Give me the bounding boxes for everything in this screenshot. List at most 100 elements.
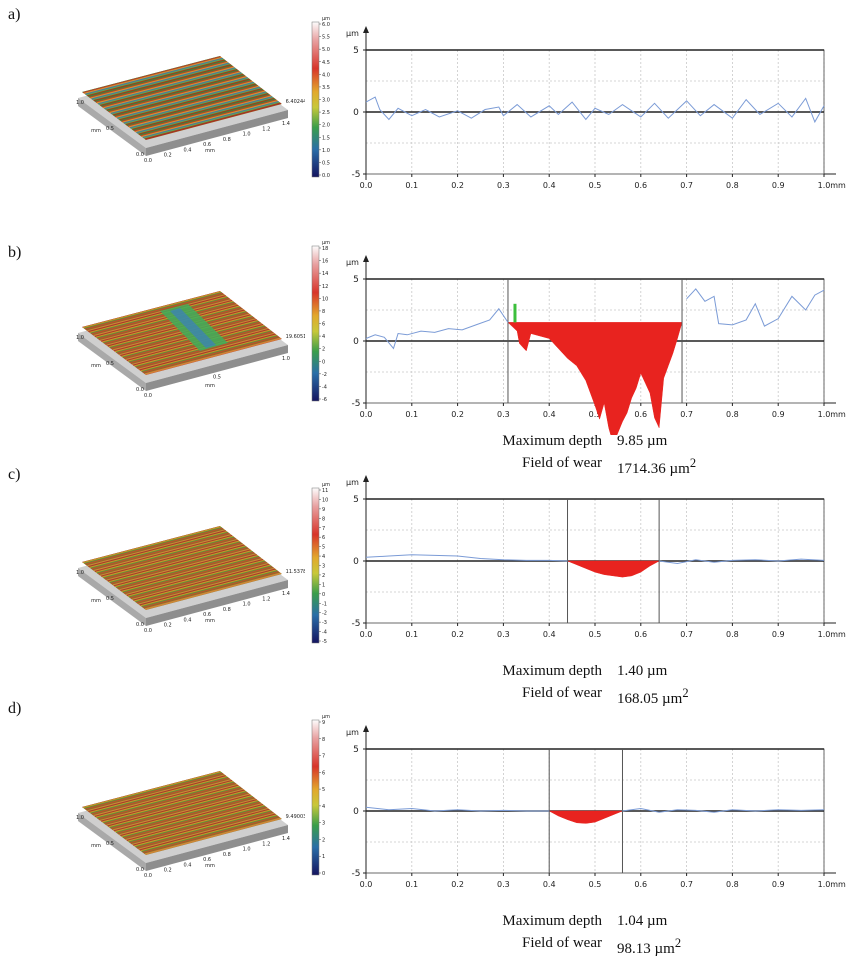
surface-x-unit: mm [205,383,215,389]
wear-stats: Maximum depth 1.40 µm Field of wear 168.05… [440,660,760,707]
profile-line [365,307,509,350]
x-tick-label: 1.0 [818,410,831,419]
colorbar-tick-label: 6 [322,770,325,776]
x-tick-label: 0.3 [497,181,510,190]
surface-side [146,825,288,871]
surface-y-tick-label: 0.5 [106,596,114,602]
colorbar-tick-label: 4 [322,554,325,560]
x-unit-label: mm [830,880,846,889]
max-depth-value: 1.04 µm [617,913,668,929]
surface-y-unit: mm [91,363,101,369]
colorbar-tick-label: 5 [322,787,325,793]
colorbar-tick-label: 4.0 [322,72,330,78]
x-tick-label: 0.7 [680,410,693,419]
wear-stats: Maximum depth 9.85 µm Field of wear 1714.3… [440,430,760,477]
surface-side [78,568,146,626]
x-tick-label: 0.5 [589,880,602,889]
wear-edge-marker [513,303,517,323]
surface-x-tick-label: 0.2 [164,868,172,874]
x-tick-label: 0.4 [543,181,556,190]
y-tick-label: -5 [352,170,361,180]
colorbar-tick-label: 10 [322,497,328,503]
colorbar-tick-label: 2.5 [322,110,330,116]
surface-y-tick-label: 0.0 [136,387,144,393]
colorbar-tick-label: -4 [322,384,327,390]
x-tick-label: 0.3 [497,630,510,639]
surface-x-tick-label: 0.6 [203,142,211,148]
x-unit-label: mm [830,630,846,639]
colorbar-tick-label: 0 [322,871,325,877]
profile-line [365,554,568,562]
y-axis-arrow [363,475,369,482]
surface-x-tick-label: 1.2 [262,596,270,602]
x-tick-label: 0.0 [360,630,373,639]
colorbar-gradient [311,487,320,644]
surface-x-tick-label: 0.0 [144,393,152,399]
x-tick-label: 0.8 [726,410,739,419]
colorbar-tick-label: 3 [322,821,325,827]
surface-x-tick-label: 0.0 [144,158,152,164]
colorbar-tick-label: 1.0 [322,148,330,154]
surface-x-tick-label: 0.5 [213,375,221,381]
x-tick-label: 0.4 [543,410,556,419]
colorbar-gradient [311,719,320,876]
surface-x-tick-label: 0.0 [144,873,152,879]
colorbar-tick-label: 6.0 [322,22,330,28]
y-tick-label: -5 [352,869,361,879]
profile-line [659,558,825,564]
colorbar-tick-label: 0 [322,359,325,365]
colorbar-tick-label: 5.0 [322,47,330,53]
colorbar-tick-label: -5 [322,639,327,645]
x-unit-label: mm [830,410,846,419]
colorbar-tick-label: 7 [322,754,325,760]
surface-y-tick-label: 0.5 [106,361,114,367]
surface-x-tick-label: 0.8 [223,607,231,613]
surface-x-tick-label: 0.6 [203,857,211,863]
field-of-wear-label: Field of wear [522,455,602,471]
colorbar-tick-label: 4 [322,334,325,340]
colorbar-tick-label: -3 [322,620,327,626]
profile-line [365,96,825,124]
colorbar-tick-label: 0.0 [322,173,330,179]
colorbar-tick-label: 18 [322,246,328,252]
colorbar-tick-label: 2.0 [322,123,330,129]
surface-z-max-label: 19.6051 [286,334,305,340]
colorbar-tick-label: 3.5 [322,85,330,91]
surface-x-tick-label: 0.4 [183,147,191,153]
colorbar-unit: µm [322,714,330,720]
surface-y-unit: mm [91,843,101,849]
profile-chart: µm 5 0 -50.0 0.1 0.2 0.3 0.4 0.5 0.6 0.7 0.8 0.9 1.0 m… [346,255,846,435]
x-tick-label: 0.1 [405,630,418,639]
colorbar-tick-label: -4 [322,630,327,636]
colorbar-tick-label: 6 [322,535,325,541]
x-tick-label: 0.8 [726,880,739,889]
y-axis-arrow [363,26,369,33]
colorbar-tick-label: 16 [322,259,328,265]
colorbar-tick-label: 4 [322,804,325,810]
surface-y-tick-label: 1.0 [76,100,84,106]
surface-x-tick-label: 1.0 [243,132,251,138]
colorbar-tick-label: 8 [322,737,325,743]
surface-y-tick-label: 0.0 [136,867,144,873]
surface-z-max-label: 9.49003 [286,814,305,820]
colorbar-tick-label: 4.5 [322,60,330,66]
x-tick-label: 0.1 [405,181,418,190]
max-depth-value: 9.85 µm [617,433,668,449]
x-tick-label: 0.4 [543,630,556,639]
colorbar-tick-label: 2 [322,347,325,353]
colorbar-unit: µm [322,240,330,246]
x-tick-label: 0.7 [680,880,693,889]
colorbar-tick-label: 0 [322,592,325,598]
y-tick-label: 5 [353,46,359,56]
x-tick-label: 0.5 [589,410,602,419]
x-tick-label: 0.0 [360,181,373,190]
surface-side [146,110,288,156]
colorbar-tick-label: 14 [322,271,328,277]
colorbar-tick-label: 10 [322,296,328,302]
x-tick-label: 0.1 [405,410,418,419]
surface-side [78,98,146,156]
x-tick-label: 0.1 [405,880,418,889]
x-tick-label: 0.9 [772,410,785,419]
surface-y-unit: mm [91,128,101,134]
